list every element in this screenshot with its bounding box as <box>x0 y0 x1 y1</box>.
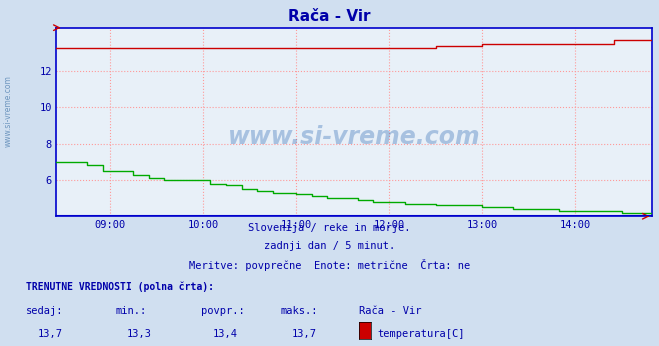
Text: zadnji dan / 5 minut.: zadnji dan / 5 minut. <box>264 241 395 251</box>
Text: Slovenija / reke in morje.: Slovenija / reke in morje. <box>248 223 411 233</box>
Text: min.:: min.: <box>115 306 146 316</box>
Text: 13,7: 13,7 <box>38 329 63 339</box>
Text: 13,4: 13,4 <box>212 329 237 339</box>
Text: povpr.:: povpr.: <box>201 306 244 316</box>
Text: sedaj:: sedaj: <box>26 306 64 316</box>
Text: Meritve: povprečne  Enote: metrične  Črta: ne: Meritve: povprečne Enote: metrične Črta:… <box>189 259 470 271</box>
Text: 13,7: 13,7 <box>291 329 316 339</box>
Text: temperatura[C]: temperatura[C] <box>378 329 465 339</box>
Text: Rača - Vir: Rača - Vir <box>359 306 422 316</box>
Text: TRENUTNE VREDNOSTI (polna črta):: TRENUTNE VREDNOSTI (polna črta): <box>26 282 214 292</box>
Text: maks.:: maks.: <box>280 306 318 316</box>
Text: www.si-vreme.com: www.si-vreme.com <box>228 125 480 149</box>
Text: Rača - Vir: Rača - Vir <box>288 9 371 24</box>
Text: 13,3: 13,3 <box>127 329 152 339</box>
Text: www.si-vreme.com: www.si-vreme.com <box>4 75 13 147</box>
